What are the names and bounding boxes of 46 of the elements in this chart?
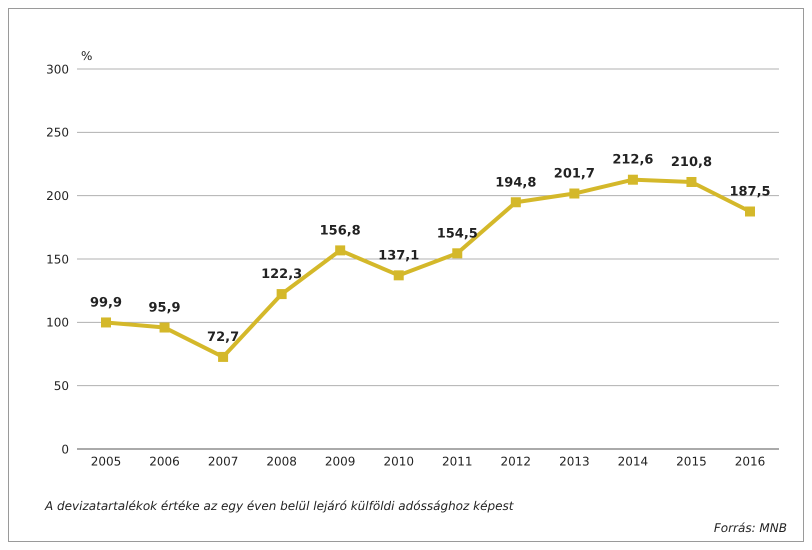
x-tick-label: 2011 (442, 454, 473, 469)
data-label: 95,9 (148, 300, 181, 316)
y-tick-label: 0 (61, 442, 69, 456)
point (569, 188, 580, 199)
point (335, 245, 346, 256)
x-tick-label: 2005 (90, 454, 122, 469)
point (745, 206, 755, 216)
x-tick-label: 2010 (383, 454, 414, 469)
point (686, 176, 696, 187)
x-tick-label: 2012 (500, 454, 532, 469)
text: Forrás: MNB (714, 521, 787, 535)
x-tick-label: 2006 (149, 454, 180, 469)
x-tick-label: 2008 (266, 454, 297, 469)
data-label: 154,5 (436, 226, 478, 242)
y-axis-title: % (81, 49, 92, 63)
data-label: 72,7 (207, 330, 240, 345)
x-tick-label: 2013 (559, 454, 590, 469)
y-tick-label: 250 (46, 126, 69, 140)
y-tick-label: 100 (46, 316, 69, 330)
point (394, 270, 404, 280)
data-label: 99,9 (90, 295, 122, 310)
data-label: 212,6 (612, 152, 654, 168)
y-tick-label: 200 (46, 188, 69, 203)
point (452, 248, 462, 258)
x-tick-label: 2016 (734, 454, 766, 469)
data-label: 137,1 (378, 248, 420, 264)
y-tick-label: 150 (46, 252, 69, 266)
x-tick-label: 2014 (618, 454, 648, 469)
y-tick-label: 300 (46, 62, 69, 76)
y-tick-label: 50 (54, 378, 69, 393)
point (276, 289, 287, 300)
data-label: 187,5 (729, 184, 771, 200)
point (218, 352, 228, 362)
x-tick-label: 2007 (208, 454, 238, 469)
x-tick-label: 2015 (676, 454, 707, 469)
point (160, 322, 170, 333)
data-label: 201,7 (554, 166, 595, 182)
point (510, 197, 521, 208)
data-label: 210,8 (670, 154, 712, 170)
point (628, 174, 638, 185)
data-label: 156,8 (320, 223, 361, 238)
x-tick-label: 2009 (324, 454, 356, 469)
text: A devizatartalékok értéke az egy éven belül lejáró külföldi adóssághoz képest (45, 499, 514, 513)
data-label: 194,8 (495, 175, 536, 190)
data-label: 122,3 (261, 267, 302, 282)
point (101, 317, 111, 328)
